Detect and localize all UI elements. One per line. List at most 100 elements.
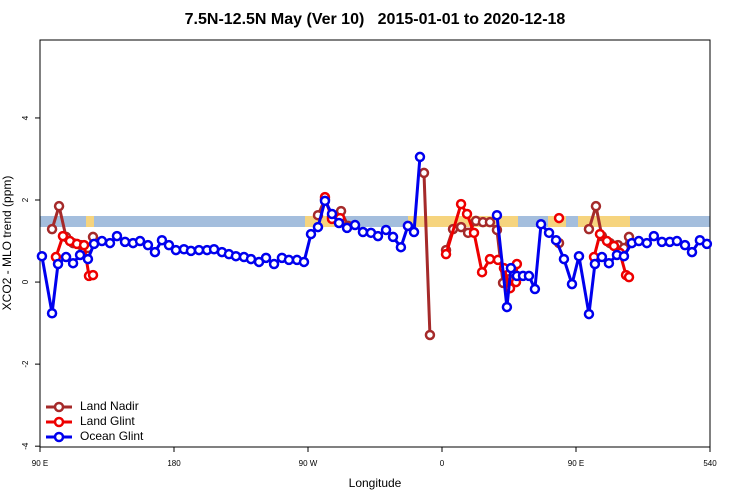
data-point [529,283,541,295]
data-point [46,223,58,235]
x-tick-label: 90 E [568,459,584,468]
data-point [319,195,331,207]
legend-marker [53,431,65,443]
data-point [298,256,310,268]
data-point [455,221,467,233]
legend-label: Land Nadir [80,399,139,413]
data-point [312,221,324,233]
data-point [52,258,64,270]
data-point [149,246,161,258]
y-tick-label: -2 [21,360,30,368]
data-point [535,218,547,230]
data-point [603,257,615,269]
data-point [491,209,503,221]
data-point [357,226,369,238]
data-point [641,237,653,249]
data-point [395,241,407,253]
data-point [305,228,317,240]
data-point [96,235,108,247]
data-point [134,235,146,247]
data-point [268,258,280,270]
data-point [67,257,79,269]
data-point [455,198,467,210]
data-point [468,227,480,239]
x-tick-label: 0 [440,459,445,468]
data-point [57,230,69,242]
data-point [566,278,578,290]
data-point [36,250,48,262]
data-point [608,240,620,252]
data-point [553,212,565,224]
data-point [387,231,399,243]
land-patch [578,216,630,227]
data-point [142,239,154,251]
data-point [414,151,426,163]
x-tick-label: 540 [703,459,717,468]
data-point [583,223,595,235]
data-point [82,253,94,265]
x-tick-label: 90 W [299,459,318,468]
data-point [484,253,496,265]
data-point [594,228,606,240]
data-point [501,301,513,313]
data-point [573,250,585,262]
data-point [476,266,488,278]
data-point [185,245,197,257]
data-point [74,249,86,261]
data-point [601,235,613,247]
data-point [418,167,430,179]
data-point [424,329,436,341]
ocean-band [40,216,710,227]
data-point [505,262,517,274]
data-point [46,307,58,319]
data-point [104,237,116,249]
data-point [326,208,338,220]
chart-title: 7.5N-12.5N May (Ver 10) 2015-01-01 to 20… [185,11,566,28]
y-axis-label: XCO2 - MLO trend (ppm) [0,176,14,311]
legend-marker [53,416,65,428]
y-tick-label: 0 [21,279,30,284]
data-point [686,246,698,258]
x-tick-label: 90 E [32,459,48,468]
data-point [78,239,90,251]
data-point [119,236,131,248]
data-point [523,270,535,282]
data-point [701,238,713,250]
data-point [558,253,570,265]
data-point [156,234,168,246]
data-point [596,251,608,263]
land-ocean-strip [40,216,710,227]
data-point [590,200,602,212]
land-patch [86,216,94,227]
data-point [372,230,384,242]
data-point [440,248,452,260]
x-tick-label: 180 [167,459,181,468]
data-point [484,216,496,228]
data-point [648,230,660,242]
data-point [260,252,272,264]
data-point [163,239,175,251]
y-tick-label: -4 [21,442,30,450]
data-point [380,224,392,236]
y-tick-label: 4 [21,115,30,120]
data-point [583,308,595,320]
data-point [550,234,562,246]
data-point [60,251,72,263]
legend-marker [53,401,65,413]
data-point [543,227,555,239]
data-point [623,271,635,283]
data-point [408,226,420,238]
legend-label: Ocean Glint [80,429,144,443]
y-tick-label: 2 [21,197,30,202]
data-point [461,208,473,220]
data-point [111,230,123,242]
data-point [402,220,414,232]
data-point [618,250,630,262]
data-point [87,269,99,281]
data-point [633,235,645,247]
data-point [53,200,65,212]
data-point [170,244,182,256]
data-point [679,239,691,251]
legend-label: Land Glint [80,414,135,428]
